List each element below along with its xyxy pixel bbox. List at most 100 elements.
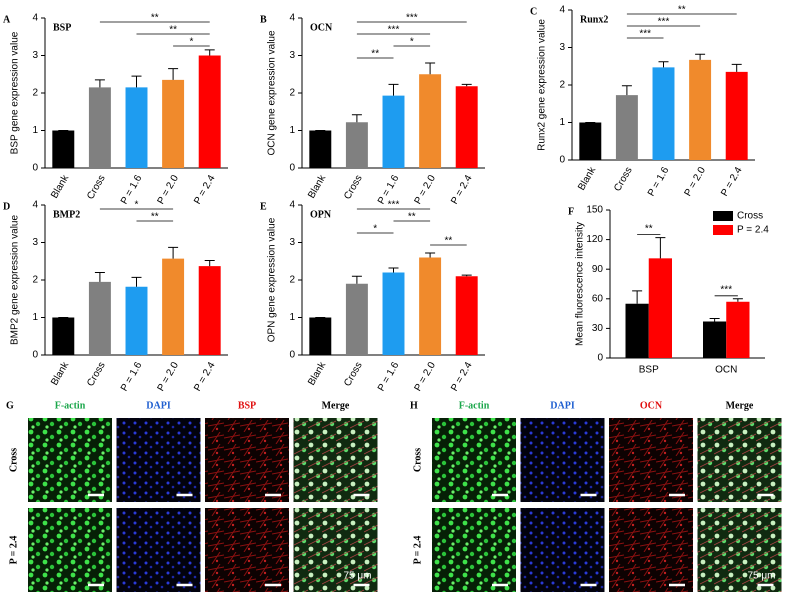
bar — [726, 301, 750, 358]
y-tick-label: 90 — [592, 264, 604, 275]
bar — [615, 95, 638, 160]
error-bar — [731, 63, 742, 72]
chart-title: Runx2 — [580, 14, 608, 25]
y-axis-label: Runx2 gene expression value — [537, 19, 548, 151]
error-bar — [168, 246, 179, 259]
error-bar — [131, 276, 142, 287]
bar — [625, 303, 649, 358]
panel-letter: B — [260, 14, 267, 25]
row-label: P = 2.4 — [8, 536, 19, 565]
y-tick-label: 0 — [32, 163, 38, 174]
error-bar — [461, 274, 472, 277]
x-tick-label: Cross — [612, 165, 635, 193]
bar — [198, 266, 221, 355]
legend-label: Cross — [737, 211, 763, 222]
significance-label: ** — [408, 212, 416, 223]
x-tick-label: P = 2.4 — [192, 173, 218, 206]
micrograph — [28, 508, 112, 592]
error-bar — [461, 83, 472, 87]
micrograph — [293, 418, 378, 502]
error-bar — [709, 318, 720, 322]
x-tick-label: Blank — [49, 172, 72, 200]
micrograph — [697, 508, 782, 592]
error-bar — [351, 114, 362, 123]
significance-label: *** — [388, 200, 400, 211]
bar — [652, 67, 675, 160]
significance-label: ** — [445, 236, 453, 247]
y-tick-label: 4 — [559, 5, 565, 16]
y-tick-label: 3 — [32, 237, 38, 248]
y-tick-label: 3 — [289, 237, 295, 248]
panel-letter: A — [3, 14, 11, 25]
bar — [689, 59, 712, 160]
y-axis-label: OPN gene expression value — [267, 217, 278, 342]
column-header: DAPI — [550, 400, 575, 411]
significance-label: ** — [151, 13, 159, 24]
bar — [419, 74, 442, 168]
y-tick-label: 60 — [592, 293, 604, 304]
error-bar — [621, 85, 632, 96]
x-tick-label: Blank — [49, 359, 72, 387]
significance-label: *** — [720, 284, 732, 295]
column-header: Merge — [726, 400, 754, 411]
x-tick-label: Cross — [342, 173, 365, 201]
significance-label: ** — [371, 49, 379, 60]
error-bar — [131, 75, 142, 88]
y-tick-label: 1 — [289, 125, 295, 136]
y-axis-label: Mean fluorescence intensity — [575, 222, 586, 346]
x-tick-label: P = 1.6 — [646, 165, 672, 198]
significance-label: ** — [678, 5, 686, 16]
micrograph — [205, 508, 289, 592]
legend-label: P = 2.4 — [737, 225, 769, 236]
bar — [382, 95, 405, 168]
y-tick-label: 120 — [586, 234, 603, 245]
x-tick-label: P = 2.4 — [719, 165, 745, 198]
x-tick-label: Cross — [85, 173, 108, 201]
significance-label: ** — [151, 212, 159, 223]
bar — [725, 71, 748, 160]
x-tick-label: P = 1.6 — [119, 360, 145, 393]
error-bar — [168, 68, 179, 80]
x-tick-label: Cross — [342, 360, 365, 388]
error-bar — [658, 61, 669, 68]
y-tick-label: 0 — [597, 353, 603, 364]
row-label: P = 2.4 — [412, 536, 423, 565]
y-tick-label: 0 — [289, 350, 295, 361]
significance-label: * — [189, 37, 193, 48]
legend-swatch — [713, 225, 733, 235]
significance-label: *** — [406, 13, 418, 24]
scale-bar-label: 75 μm — [344, 571, 372, 582]
panel-letter: F — [568, 206, 574, 217]
significance-label: * — [373, 224, 377, 235]
x-tick-label: P = 2.0 — [156, 173, 182, 206]
y-tick-label: 0 — [559, 155, 565, 166]
y-axis-label: BMP2 gene expression value — [10, 215, 21, 346]
error-bar — [388, 83, 399, 96]
bar — [162, 258, 185, 355]
panel-letter: D — [3, 201, 10, 212]
x-tick-label: P = 2.4 — [192, 360, 218, 393]
bar — [52, 130, 75, 168]
bar — [455, 86, 478, 168]
column-header: Merge — [322, 400, 350, 411]
y-tick-label: 1 — [559, 117, 565, 128]
bar — [345, 283, 368, 355]
y-tick-label: 4 — [32, 13, 38, 24]
bar — [198, 55, 221, 168]
x-tick-label: P = 2.0 — [156, 360, 182, 393]
x-tick-label: P = 1.6 — [376, 360, 402, 393]
error-bar — [632, 290, 643, 304]
y-tick-label: 2 — [32, 88, 38, 99]
micrograph — [609, 418, 693, 502]
y-tick-label: 4 — [32, 200, 38, 211]
bar — [125, 87, 148, 168]
chart-title: OCN — [310, 22, 333, 33]
error-bar — [204, 49, 215, 56]
panel-letter: C — [530, 6, 537, 17]
significance-label: * — [135, 200, 139, 211]
bar — [703, 321, 727, 358]
bar — [125, 286, 148, 355]
chart-title: BSP — [53, 22, 71, 33]
bar — [162, 79, 185, 168]
